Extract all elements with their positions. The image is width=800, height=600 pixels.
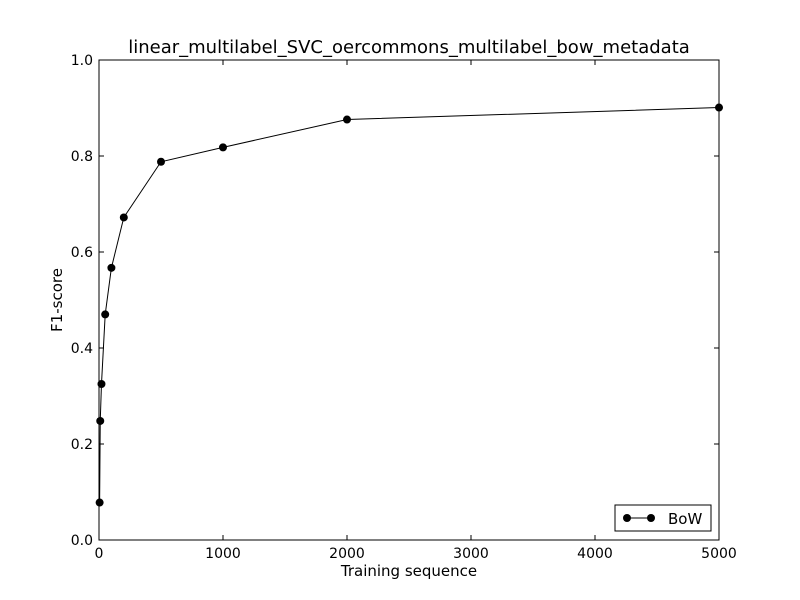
data-point	[96, 416, 105, 425]
data-point	[119, 213, 128, 222]
data-point	[219, 143, 227, 152]
legend-marker-left	[623, 514, 631, 522]
y-tick-label: 0.6	[71, 245, 93, 261]
x-tick-label: 3000	[453, 546, 489, 562]
x-tick-label: 1000	[205, 546, 241, 562]
x-tick-label: 2000	[329, 546, 365, 562]
legend: BoW	[614, 504, 712, 532]
y-axis: 0.0 0.2 0.4 0.6 0.8 1.0	[71, 53, 719, 549]
x-axis: 0 1000 2000 3000 4000 5000	[95, 60, 737, 562]
data-point	[95, 498, 104, 507]
chart-title: linear_multilabel_SVC_oercommons_multila…	[128, 37, 690, 58]
legend-marker-right	[647, 514, 655, 522]
x-tick-label: 0	[95, 546, 104, 562]
y-axis-label: F1-score	[48, 268, 66, 332]
x-tick-label: 4000	[577, 546, 613, 562]
x-axis-label: Training sequence	[340, 562, 477, 580]
y-tick-label: 0.2	[71, 437, 93, 453]
plot-frame	[98, 59, 720, 541]
series-line-bow	[99, 107, 720, 503]
data-point	[101, 310, 110, 319]
y-tick-label: 1.0	[71, 53, 93, 69]
legend-label: BoW	[668, 510, 702, 528]
y-tick-label: 0.8	[71, 149, 93, 165]
y-tick-label: 0.0	[71, 533, 93, 549]
y-tick-label: 0.4	[71, 341, 93, 357]
data-point	[157, 157, 165, 166]
data-point	[343, 115, 351, 124]
data-point	[107, 263, 116, 272]
x-tick-label: 5000	[701, 546, 737, 562]
